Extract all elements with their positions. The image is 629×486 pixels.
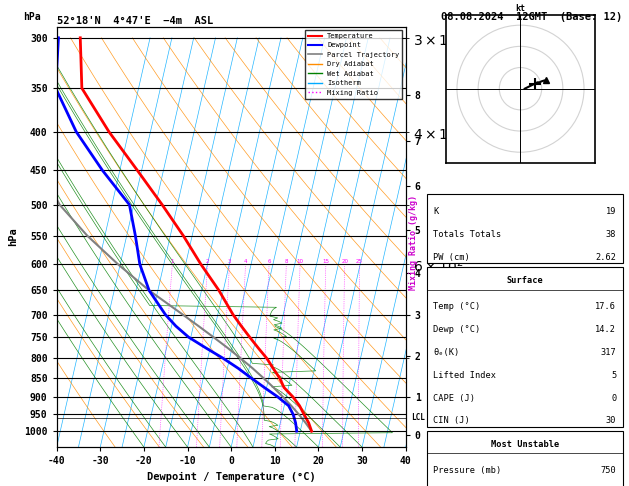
Y-axis label: km
ASL: km ASL <box>483 226 501 248</box>
Text: 17.6: 17.6 <box>596 302 616 312</box>
Text: Surface: Surface <box>506 276 543 285</box>
Text: 20: 20 <box>341 259 348 264</box>
Text: Most Unstable: Most Unstable <box>491 440 559 449</box>
Text: LCL: LCL <box>411 413 425 422</box>
Text: 08.08.2024  12GMT  (Base: 12): 08.08.2024 12GMT (Base: 12) <box>441 12 622 22</box>
Text: 0: 0 <box>611 394 616 403</box>
Text: © weatheronline.co.uk: © weatheronline.co.uk <box>471 467 576 476</box>
Text: 25: 25 <box>356 259 363 264</box>
Text: 750: 750 <box>601 466 616 475</box>
Text: 8: 8 <box>284 259 288 264</box>
Text: 6: 6 <box>267 259 271 264</box>
Text: 3: 3 <box>228 259 231 264</box>
Text: CAPE (J): CAPE (J) <box>433 394 475 403</box>
Text: Pressure (mb): Pressure (mb) <box>433 466 501 475</box>
Legend: Temperature, Dewpoint, Parcel Trajectory, Dry Adiabat, Wet Adiabat, Isotherm, Mi: Temperature, Dewpoint, Parcel Trajectory… <box>305 30 402 99</box>
Y-axis label: hPa: hPa <box>9 227 18 246</box>
FancyBboxPatch shape <box>426 267 623 427</box>
Text: kt: kt <box>516 4 525 14</box>
Text: 2: 2 <box>206 259 209 264</box>
Text: CIN (J): CIN (J) <box>433 417 470 426</box>
Text: 14.2: 14.2 <box>596 325 616 334</box>
Text: Lifted Index: Lifted Index <box>433 371 496 380</box>
Text: 1: 1 <box>170 259 174 264</box>
Text: 2.62: 2.62 <box>596 253 616 262</box>
Text: Temp (°C): Temp (°C) <box>433 302 481 312</box>
Text: hPa: hPa <box>23 12 41 22</box>
Text: 4: 4 <box>244 259 247 264</box>
Text: Totals Totals: Totals Totals <box>433 230 501 239</box>
Text: 38: 38 <box>606 230 616 239</box>
Text: 19: 19 <box>606 207 616 216</box>
Text: θₑ(K): θₑ(K) <box>433 348 459 357</box>
Text: Mixing Ratio (g/kg): Mixing Ratio (g/kg) <box>409 195 418 291</box>
Text: 10: 10 <box>296 259 304 264</box>
FancyBboxPatch shape <box>426 194 623 263</box>
X-axis label: Dewpoint / Temperature (°C): Dewpoint / Temperature (°C) <box>147 472 316 482</box>
Text: 52°18'N  4°47'E  −4m  ASL: 52°18'N 4°47'E −4m ASL <box>57 16 213 26</box>
Text: 317: 317 <box>601 348 616 357</box>
Text: Dewp (°C): Dewp (°C) <box>433 325 481 334</box>
Text: K: K <box>433 207 438 216</box>
FancyBboxPatch shape <box>426 431 623 486</box>
Text: PW (cm): PW (cm) <box>433 253 470 262</box>
Text: 5: 5 <box>611 371 616 380</box>
Text: 15: 15 <box>322 259 330 264</box>
Text: 30: 30 <box>606 417 616 426</box>
